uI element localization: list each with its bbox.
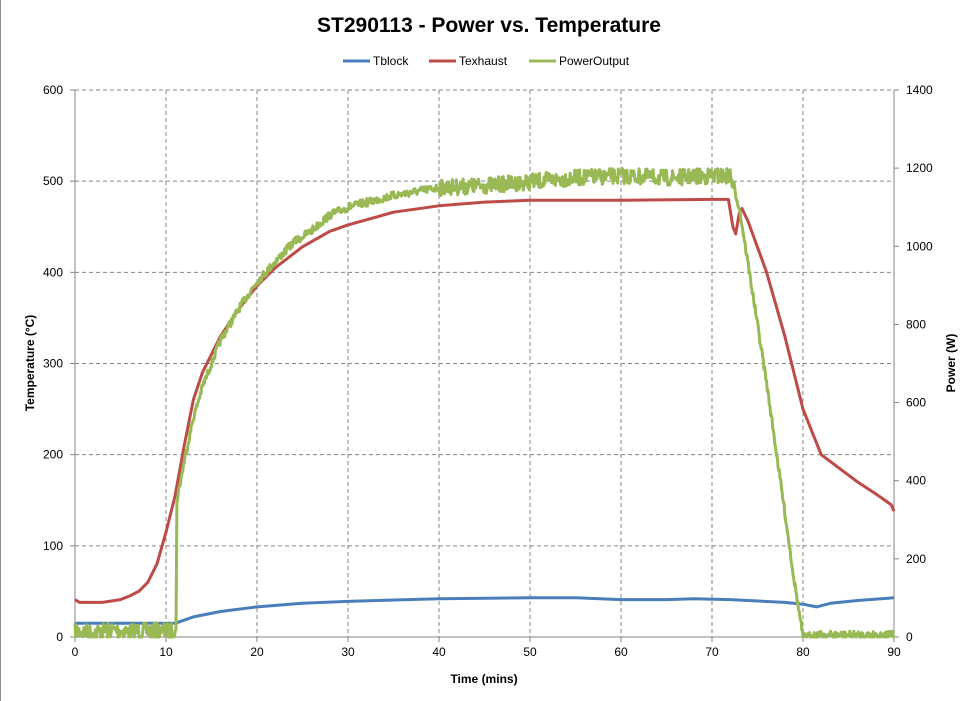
y2-tick-label: 1400: [906, 83, 933, 97]
y-tick-label: 600: [43, 83, 63, 97]
legend-item-tblock: Tblock: [343, 54, 409, 68]
y2-axis-label: Power (W): [944, 334, 958, 393]
axes: 0 10 20 30 40 50 60 70 80 90 0 100 200 300 400 500 600 0 2…: [43, 83, 933, 659]
series-lines: [73, 167, 896, 639]
grid: [75, 89, 895, 637]
legend-item-texhaust: Texhaust: [429, 54, 508, 68]
y2-tick-label: 1000: [906, 239, 933, 253]
y-tick-label: 100: [43, 539, 63, 553]
legend-label: Tblock: [373, 54, 409, 68]
y2-tick-label: 0: [906, 630, 913, 644]
y-tick-label: 300: [43, 357, 63, 371]
series-line-tblock: [75, 596, 895, 625]
y2-tick-label: 1200: [906, 161, 933, 175]
y-tick-label: 400: [43, 265, 63, 279]
chart-title: ST290113 - Power vs. Temperature: [317, 14, 661, 37]
x-tick-label: 30: [341, 645, 355, 659]
x-tick-label: 90: [887, 645, 901, 659]
y-tick-label: 200: [43, 448, 63, 462]
legend-label: PowerOutput: [559, 54, 630, 68]
x-tick-label: 20: [250, 645, 264, 659]
legend-item-poweroutput: PowerOutput: [529, 54, 630, 68]
y-tick-label: 500: [43, 174, 63, 188]
legend-label: Texhaust: [459, 54, 508, 68]
y2-tick-label: 400: [906, 474, 926, 488]
legend: Tblock Texhaust PowerOutput: [343, 54, 630, 68]
y-tick-label: 0: [56, 630, 63, 644]
series-line-texhaust: [74, 197, 896, 604]
x-tick-label: 0: [72, 645, 79, 659]
y2-tick-label: 200: [906, 552, 926, 566]
y-axis-label: Temperature (°C): [23, 315, 37, 412]
x-tick-label: 80: [796, 645, 810, 659]
x-axis-label: Time (mins): [450, 672, 517, 686]
x-tick-label: 50: [523, 645, 537, 659]
x-tick-label: 70: [705, 645, 719, 659]
series-line-poweroutput: [73, 167, 896, 639]
x-tick-label: 40: [432, 645, 446, 659]
x-tick-label: 60: [614, 645, 628, 659]
x-tick-label: 10: [159, 645, 173, 659]
y2-tick-label: 600: [906, 396, 926, 410]
y2-tick-label: 800: [906, 317, 926, 331]
